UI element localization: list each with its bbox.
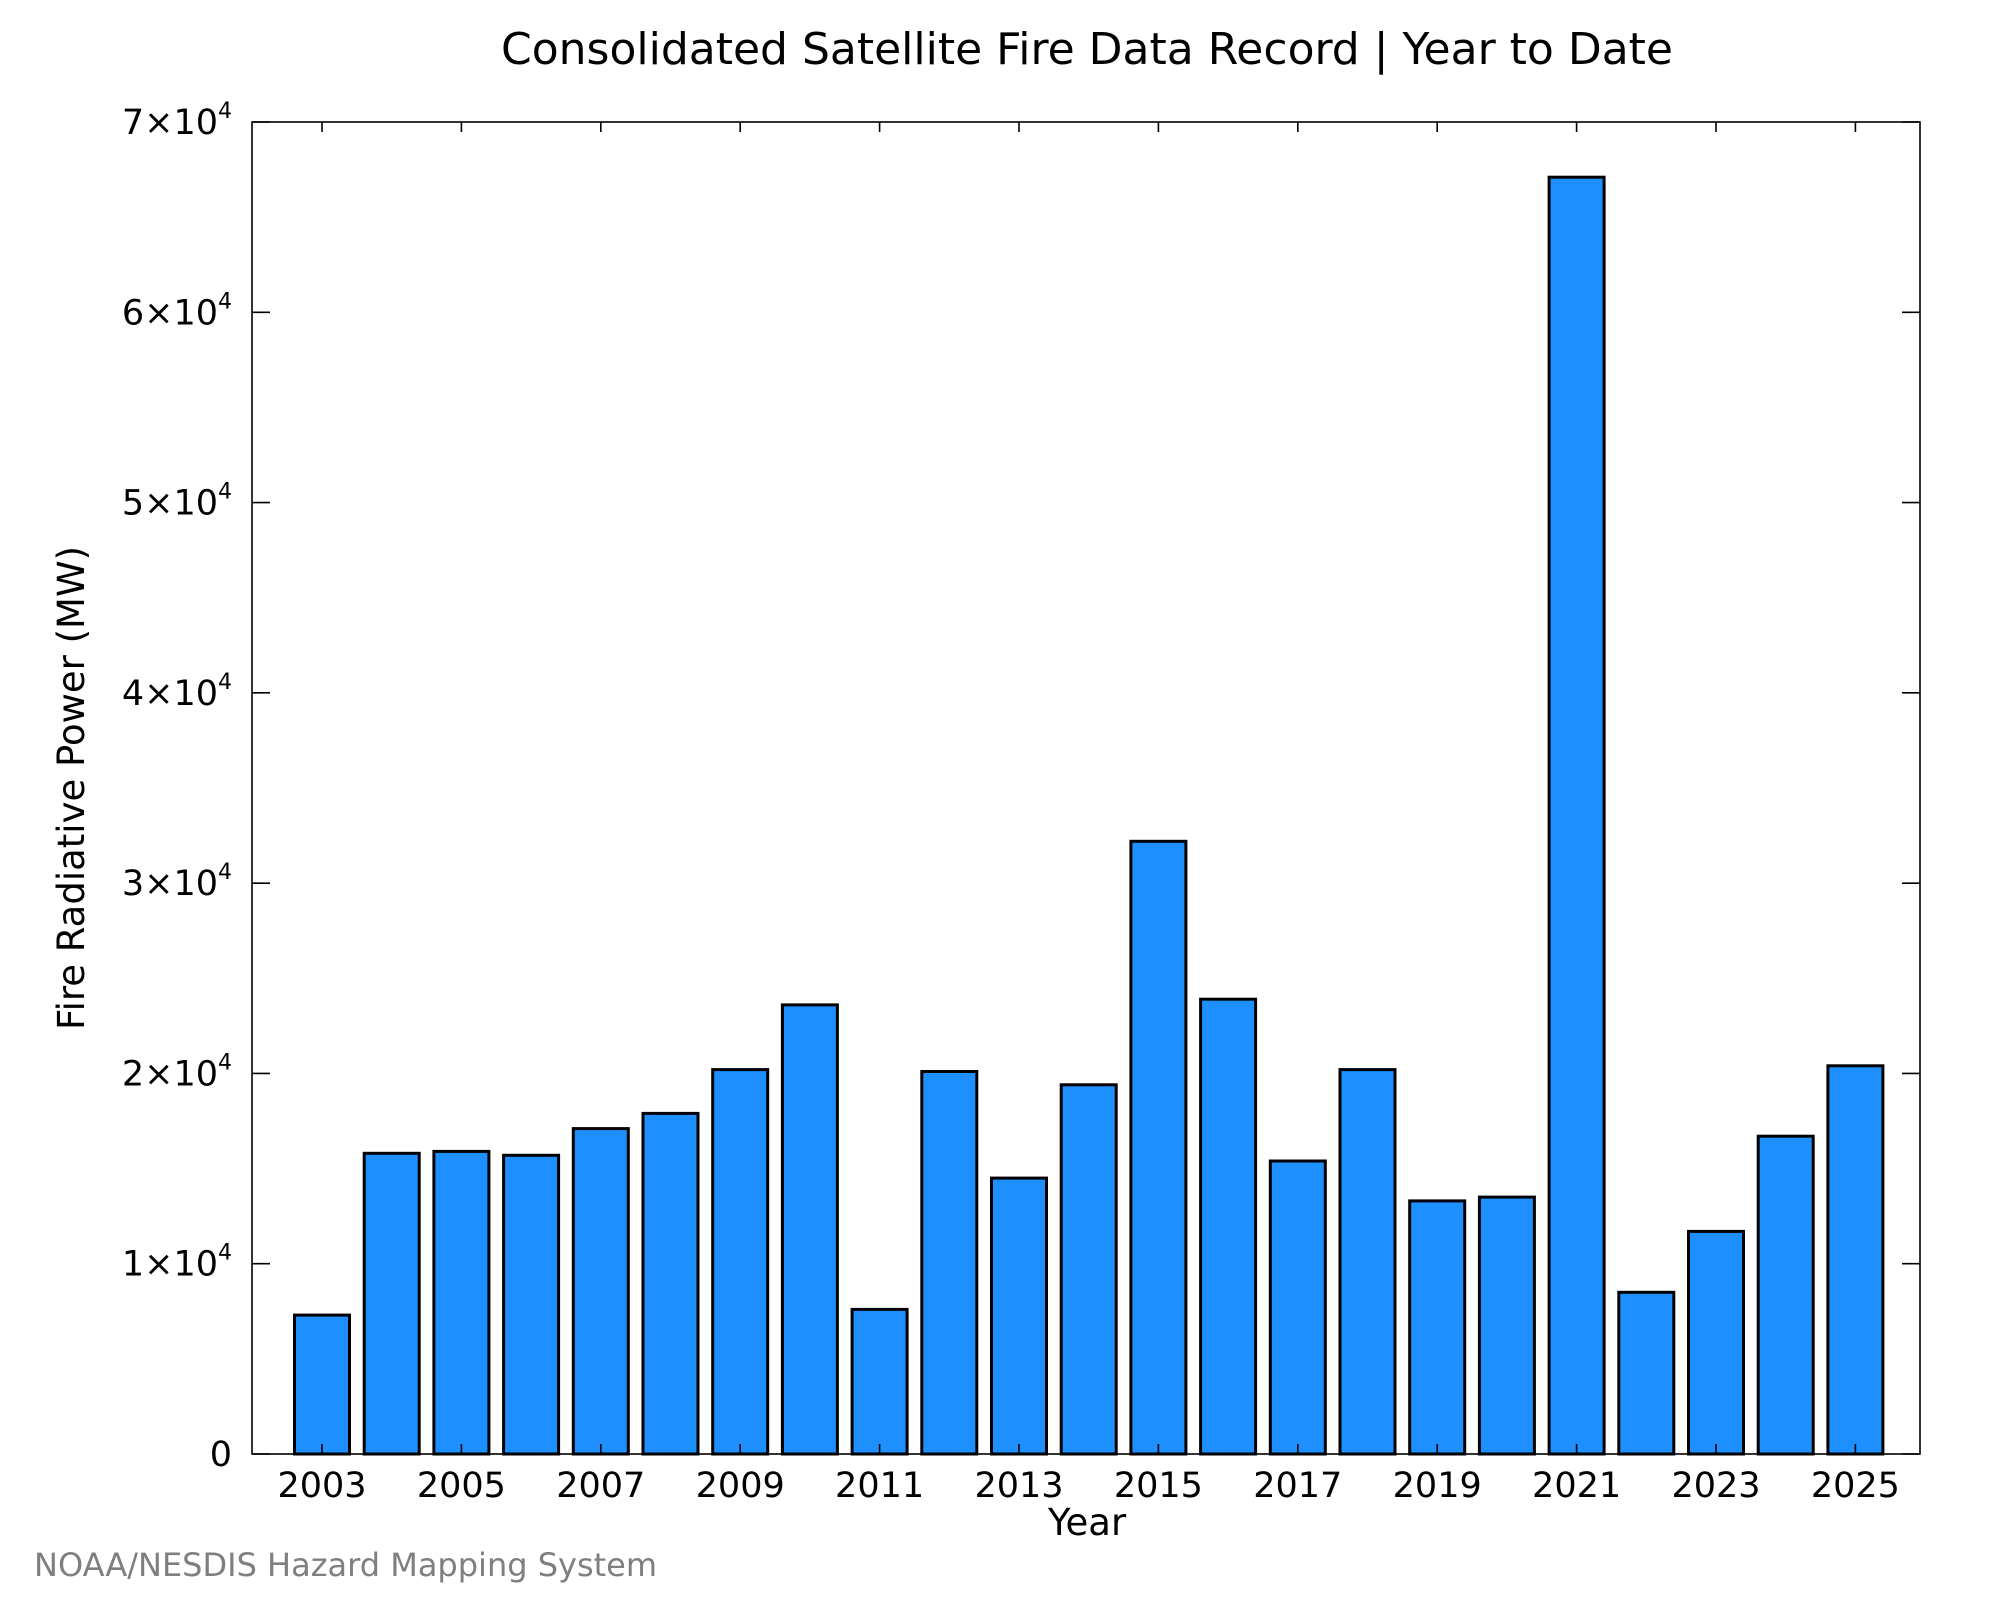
bar-2009 xyxy=(711,1068,770,1456)
y-tick-label: 3×104 xyxy=(122,860,232,904)
bar-2020 xyxy=(1477,1195,1536,1456)
chart-title: Consolidated Satellite Fire Data Record … xyxy=(501,24,1673,75)
bar-2012 xyxy=(920,1070,979,1456)
bar-2021 xyxy=(1547,175,1606,1456)
x-tick-label: 2015 xyxy=(1114,1466,1203,1506)
x-axis-label: Year xyxy=(1047,1501,1127,1544)
y-tick-label: 1×104 xyxy=(122,1241,232,1285)
bar-2015 xyxy=(1129,839,1188,1456)
x-tick-label: 2019 xyxy=(1393,1466,1482,1506)
x-tick-label: 2005 xyxy=(417,1466,506,1506)
bar-2006 xyxy=(502,1153,561,1456)
y-tick-label: 7×104 xyxy=(122,99,232,143)
bar-2008 xyxy=(641,1111,700,1456)
bar-2022 xyxy=(1617,1290,1676,1456)
credit-text: NOAA/NESDIS Hazard Mapping System xyxy=(34,1546,657,1584)
bar-2018 xyxy=(1338,1068,1397,1456)
x-axis: 2003 2005 2007 2009 2011 2013 2015 2017 2019 2021… xyxy=(277,122,1900,1506)
x-tick-label: 2023 xyxy=(1671,1466,1760,1506)
x-tick-label: 2003 xyxy=(277,1466,366,1506)
bar-2019 xyxy=(1408,1199,1467,1456)
y-axis-label: Fire Radiative Power (MW) xyxy=(50,546,93,1030)
bar-2017 xyxy=(1268,1159,1327,1456)
bar-2024 xyxy=(1756,1134,1815,1456)
y-axis: 0 1×104 2×104 3×104 4×104 5×104 6×104 7×104 xyxy=(122,99,1920,1475)
bar-2013 xyxy=(990,1176,1048,1456)
x-tick-label: 2021 xyxy=(1532,1466,1621,1506)
bar-2003 xyxy=(293,1313,351,1456)
bar-2005 xyxy=(432,1149,491,1456)
x-tick-label: 2025 xyxy=(1811,1466,1900,1506)
bars-group xyxy=(293,175,1885,1456)
bar-2004 xyxy=(362,1151,421,1456)
y-tick-label: 0 xyxy=(210,1435,232,1475)
bar-2010 xyxy=(780,1003,839,1456)
y-tick-label: 6×104 xyxy=(122,289,232,333)
bar-2016 xyxy=(1199,997,1258,1456)
bar-2014 xyxy=(1059,1083,1118,1456)
x-tick-label: 2009 xyxy=(696,1466,785,1506)
bar-2007 xyxy=(571,1127,630,1456)
y-tick-label: 5×104 xyxy=(122,480,232,524)
bar-2023 xyxy=(1687,1229,1745,1456)
bar-2025 xyxy=(1826,1064,1885,1456)
y-tick-label: 2×104 xyxy=(122,1050,232,1094)
y-tick-label: 4×104 xyxy=(122,670,232,714)
bar-2011 xyxy=(850,1307,909,1456)
x-tick-label: 2013 xyxy=(974,1466,1063,1506)
x-tick-label: 2011 xyxy=(835,1466,924,1506)
x-tick-label: 2017 xyxy=(1253,1466,1342,1506)
x-tick-label: 2007 xyxy=(556,1466,645,1506)
